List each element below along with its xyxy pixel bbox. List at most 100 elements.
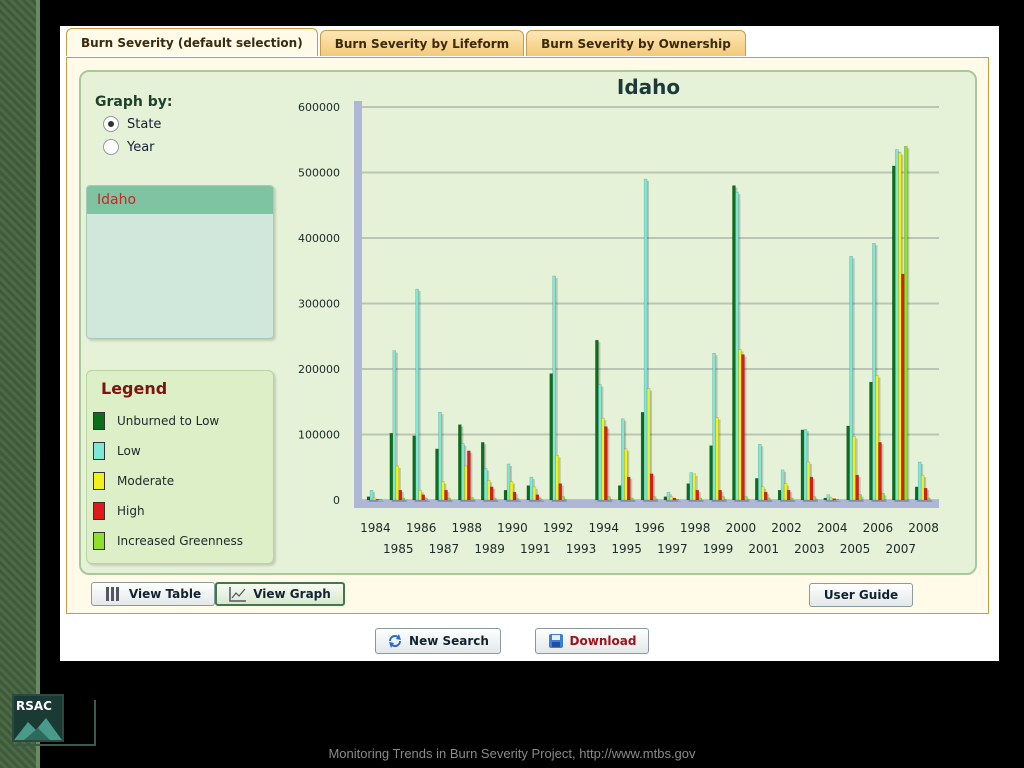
radio-state-circle[interactable] [103, 116, 119, 132]
bar [412, 435, 416, 501]
x-tick-label: 2000 [726, 521, 757, 535]
bar [744, 496, 748, 501]
bar-shadow [743, 356, 747, 502]
bar-shadow [655, 498, 659, 502]
bar [623, 448, 628, 501]
legend-label: Increased Greenness [117, 534, 244, 548]
legend-label: Unburned to Low [117, 414, 220, 428]
bar [512, 491, 517, 501]
bar [509, 481, 514, 501]
bar-shadow [880, 444, 884, 502]
y-tick-label: 400000 [298, 232, 340, 245]
bar [649, 473, 654, 501]
bar-shadow [792, 500, 796, 502]
bar [715, 417, 719, 501]
bar [872, 242, 876, 501]
legend: Legend Unburned to Low Low Moderate High [86, 370, 274, 564]
tab-burn-severity-default[interactable]: Burn Severity (default selection) [66, 28, 318, 56]
radio-selected-dot [108, 121, 114, 127]
bar-shadow [671, 498, 675, 502]
bar [395, 465, 400, 501]
bar [812, 496, 817, 501]
bar-shadow [557, 457, 561, 502]
bar [444, 489, 448, 501]
bar-shadow [874, 245, 878, 503]
bar [464, 465, 468, 501]
bar [835, 499, 840, 501]
bar [372, 497, 377, 501]
bar [467, 450, 471, 501]
bar [789, 497, 794, 501]
x-tick-label: 1989 [474, 542, 505, 556]
bar [652, 496, 657, 501]
legend-item-high: High [93, 502, 145, 520]
bar [780, 469, 785, 501]
x-tick-label: 1988 [452, 521, 483, 535]
tab-burn-severity-ownership[interactable]: Burn Severity by Ownership [526, 30, 746, 56]
bar [806, 461, 811, 501]
bar-shadow [400, 492, 404, 502]
bar [646, 388, 651, 501]
bar-shadow [372, 492, 375, 502]
x-tick-label: 2007 [885, 542, 916, 556]
bar [669, 496, 674, 501]
bar [617, 485, 622, 501]
radio-year-circle[interactable] [103, 139, 119, 155]
state-list[interactable]: Idaho [86, 185, 274, 339]
state-list-item-idaho[interactable]: Idaho [87, 186, 273, 214]
view-table-button[interactable]: View Table [91, 582, 215, 606]
bar [629, 497, 634, 501]
bar [401, 497, 406, 501]
bar [923, 487, 928, 501]
x-tick-label: 1999 [703, 542, 734, 556]
tab-burn-severity-lifeform[interactable]: Burn Severity by Lifeform [319, 30, 525, 56]
bar-shadow [518, 500, 522, 502]
bar-shadow [449, 500, 453, 502]
bar [441, 481, 445, 501]
rsac-logo-text: RSAC [16, 699, 52, 713]
radio-year[interactable]: Year [103, 139, 155, 155]
new-search-button[interactable]: New Search [375, 628, 501, 654]
bar [783, 483, 788, 501]
chart-title: Idaho [617, 75, 680, 99]
bar-shadow [929, 500, 933, 502]
download-button[interactable]: Download [535, 628, 649, 654]
bar [898, 152, 902, 501]
bar [698, 497, 703, 501]
x-tick-label: 2008 [908, 521, 939, 535]
user-guide-button[interactable]: User Guide [809, 583, 913, 607]
bar [506, 463, 511, 501]
bar [552, 275, 556, 501]
bar [735, 191, 739, 501]
bar [640, 411, 645, 501]
bar-shadow [677, 501, 681, 502]
bar [855, 474, 859, 501]
legend-swatch [93, 412, 105, 430]
bar [755, 478, 759, 501]
legend-item-moderate: Moderate [93, 472, 174, 490]
bar-shadow [723, 498, 727, 502]
bar-shadow [860, 496, 864, 502]
bar [643, 178, 648, 501]
bar-shadow [381, 501, 384, 502]
bar [620, 418, 625, 501]
radio-state[interactable]: State [103, 116, 161, 132]
bar [526, 485, 531, 501]
user-guide-label: User Guide [823, 588, 899, 602]
x-tick-label: 1990 [497, 521, 528, 535]
bar [538, 498, 543, 501]
x-tick-label: 2006 [863, 521, 894, 535]
bar [914, 486, 919, 501]
bar [786, 489, 791, 501]
view-graph-button[interactable]: View Graph [215, 582, 345, 606]
bar [607, 496, 611, 501]
bar-shadow [540, 500, 544, 502]
bar [832, 498, 837, 501]
bar [492, 497, 497, 501]
bar [378, 499, 383, 501]
bar [480, 442, 485, 501]
bar-shadow [495, 500, 499, 502]
bar [604, 426, 608, 501]
bar-shadow [403, 500, 407, 502]
bar [767, 497, 771, 501]
